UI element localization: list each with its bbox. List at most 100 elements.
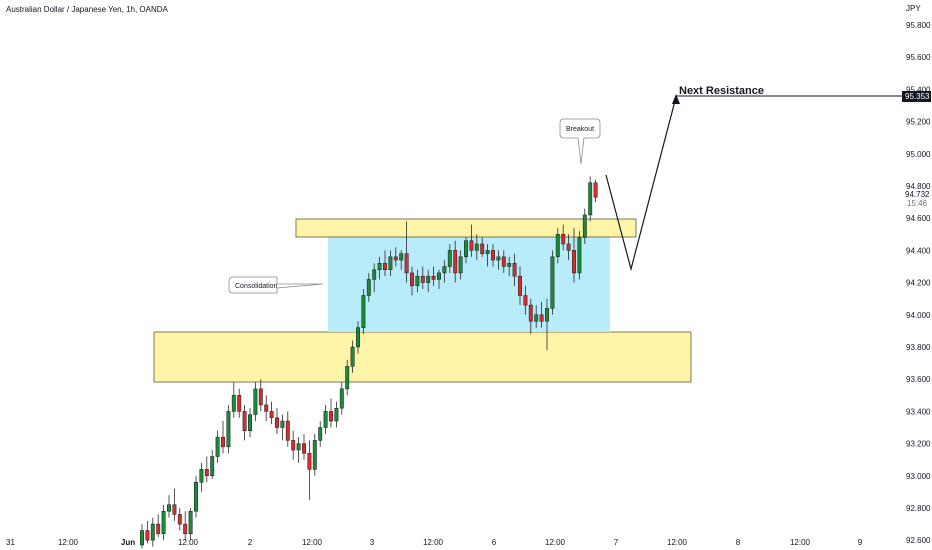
candle-body: [177, 514, 182, 525]
candle-body: [582, 214, 587, 238]
candle-body: [215, 436, 220, 457]
candle: [221, 421, 225, 454]
candle: [566, 234, 571, 261]
time-tick-label: 2: [248, 538, 253, 547]
candle: [334, 401, 339, 428]
candle: [183, 511, 188, 541]
candle: [145, 520, 150, 544]
candle: [480, 237, 485, 257]
candle-body: [188, 510, 193, 535]
candle: [545, 298, 549, 351]
candle-body: [156, 523, 161, 535]
candle-body: [345, 366, 350, 390]
candle: [204, 456, 209, 483]
candle-body: [258, 388, 263, 406]
candle: [491, 243, 495, 267]
candle-body: [474, 243, 479, 251]
candle: [258, 379, 263, 412]
candle: [150, 517, 155, 547]
price-tick-label: 94.800: [906, 182, 931, 191]
candle-body: [480, 243, 485, 254]
candle: [329, 398, 333, 428]
candle: [226, 404, 231, 454]
price-tick-label: 95.600: [906, 53, 931, 62]
candle-body: [204, 469, 209, 477]
candle: [307, 440, 312, 500]
candle: [323, 404, 328, 434]
candle-body: [356, 327, 360, 348]
candle: [507, 256, 512, 277]
candle-body: [577, 237, 582, 274]
price-tick-label: 95.200: [906, 118, 931, 127]
candle-body: [545, 308, 549, 322]
candle: [534, 305, 539, 328]
candle-body: [534, 314, 539, 322]
price-tick-label: 94.200: [906, 279, 931, 288]
candle: [399, 250, 404, 270]
time-tick-label: 12:00: [545, 538, 566, 547]
candle: [237, 388, 242, 418]
time-tick-label: 3: [370, 538, 375, 547]
price-tick-label: 93.200: [906, 440, 931, 449]
candle: [501, 250, 506, 273]
support-zone: [153, 331, 692, 383]
candle-body: [366, 279, 371, 296]
candle-body: [437, 272, 441, 280]
candle: [177, 508, 182, 531]
candle: [372, 263, 377, 293]
candle-body: [226, 411, 231, 448]
candle: [485, 243, 490, 267]
candle-body: [318, 427, 323, 441]
candle-body: [588, 182, 593, 216]
candle: [561, 224, 566, 251]
candle: [550, 250, 555, 315]
candle: [555, 227, 560, 264]
candle-body: [280, 420, 285, 428]
candle-body: [420, 275, 425, 283]
candle: [312, 433, 317, 476]
candle: [199, 462, 204, 492]
candle-body: [447, 250, 452, 267]
candle: [172, 488, 177, 521]
candle-body: [291, 440, 296, 451]
candle-body: [221, 436, 225, 448]
candle-body: [507, 263, 512, 267]
candle: [280, 414, 285, 441]
candle-body: [269, 411, 274, 419]
time-axis[interactable]: 31 12:00 Jun 12:00 2 12:00 3 12:00 6 12:00 7 12:00 8…: [6, 538, 863, 547]
price-tick-label: 92.800: [906, 504, 931, 513]
candle: [496, 250, 501, 270]
time-tick-label: 12:00: [790, 538, 811, 547]
candle: [469, 224, 474, 257]
last-price-label: 94.732: [905, 190, 930, 199]
breakout-label: Breakout: [566, 126, 594, 133]
candle: [188, 508, 193, 541]
chart-title: Australian Dollar / Japanese Yen, 1h, OA…: [6, 5, 169, 14]
time-tick-label: 12:00: [302, 538, 323, 547]
time-tick-label: Jun: [121, 538, 135, 547]
candle-body: [523, 295, 528, 306]
candle: [156, 514, 161, 537]
candle: [458, 250, 463, 280]
candle-body: [253, 388, 258, 415]
candle-body: [458, 256, 463, 274]
candle: [388, 250, 393, 277]
candle: [366, 272, 371, 302]
candle: [572, 227, 576, 283]
resistance-price-tag: [902, 91, 931, 102]
candle: [248, 408, 252, 438]
candle-body: [199, 469, 204, 483]
next-resistance-label: Next Resistance: [679, 85, 764, 97]
candle-body: [237, 395, 242, 412]
candle-body: [464, 240, 468, 258]
time-tick-label: 12:00: [178, 538, 199, 547]
candle: [539, 301, 544, 328]
price-axis[interactable]: 95.800 95.600 95.400 95.200 95.000 94.800 94.6…: [906, 21, 931, 545]
candle-body: [485, 250, 490, 254]
candle-body: [339, 388, 344, 409]
time-tick-label: 6: [492, 538, 497, 547]
candle-body: [302, 443, 306, 454]
candle-body: [388, 256, 393, 270]
candle-body: [442, 266, 447, 274]
